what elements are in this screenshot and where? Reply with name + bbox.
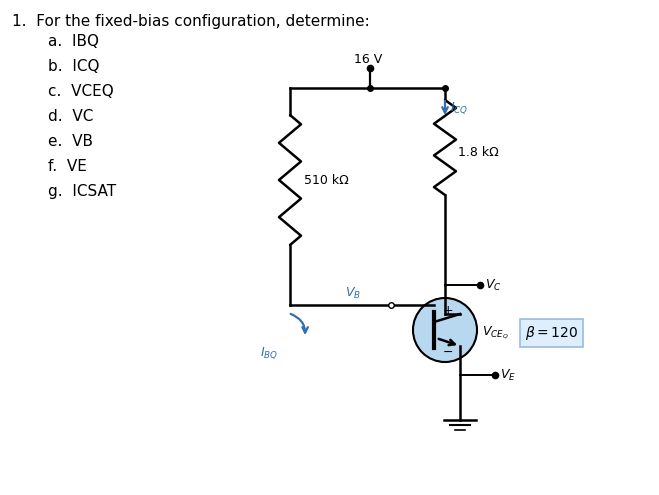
Text: 1.8 kΩ: 1.8 kΩ [458, 146, 499, 159]
Text: 1.  For the fixed-bias configuration, determine:: 1. For the fixed-bias configuration, det… [12, 14, 370, 29]
Text: d.  VC: d. VC [48, 109, 94, 124]
Text: −: − [443, 346, 453, 358]
Circle shape [413, 298, 477, 362]
Text: $V_{CE_Q}$: $V_{CE_Q}$ [482, 325, 509, 341]
Text: 16 V: 16 V [354, 53, 382, 66]
Text: f.  VE: f. VE [48, 159, 87, 174]
Text: g.  ICSAT: g. ICSAT [48, 184, 116, 199]
Text: c.  VCEQ: c. VCEQ [48, 84, 114, 99]
Text: $I_{BQ}$: $I_{BQ}$ [260, 345, 278, 361]
Text: $V_E$: $V_E$ [500, 367, 516, 383]
Text: b.  ICQ: b. ICQ [48, 59, 100, 74]
Text: $\beta= 120$: $\beta= 120$ [525, 324, 579, 342]
Text: 510 kΩ: 510 kΩ [304, 174, 349, 187]
Text: +: + [443, 303, 453, 316]
Text: $V_B$: $V_B$ [345, 286, 361, 300]
Text: $I_{CQ}$: $I_{CQ}$ [450, 100, 469, 116]
Text: $V_C$: $V_C$ [485, 278, 501, 293]
Text: a.  IBQ: a. IBQ [48, 34, 99, 49]
Text: e.  VB: e. VB [48, 134, 93, 149]
